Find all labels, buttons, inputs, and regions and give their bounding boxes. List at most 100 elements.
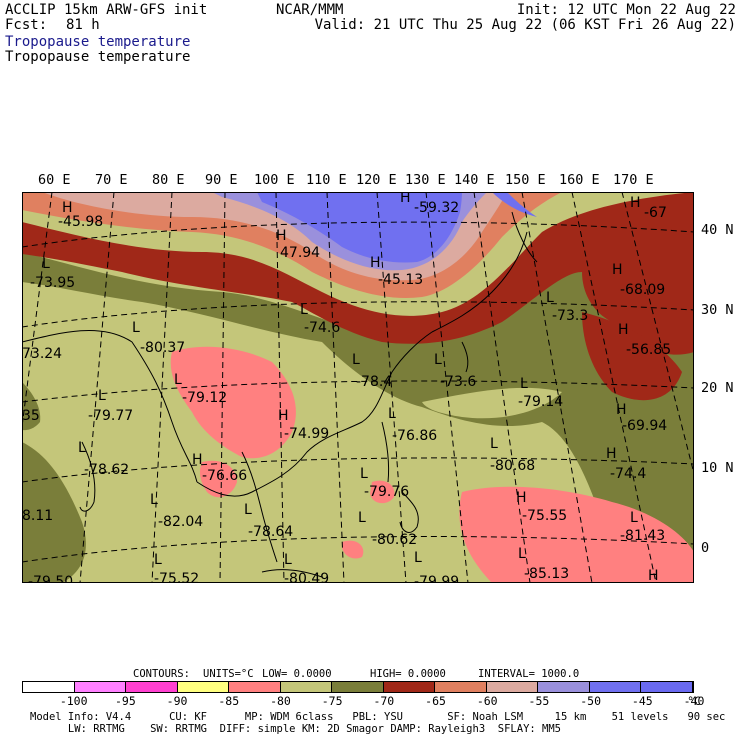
color-bar-swatch: [126, 682, 178, 692]
extremum-value: -82.04: [158, 514, 203, 530]
extremum-marker: L: [388, 406, 396, 422]
extremum-marker: H: [370, 255, 381, 271]
salmon-region: [459, 486, 694, 583]
dark-red-region: [22, 192, 694, 355]
extremum-marker: L: [520, 376, 528, 392]
color-bar-tick-label: -60: [476, 694, 498, 708]
extremum-marker: L: [490, 436, 498, 452]
forecast-hours: 81 h: [66, 17, 100, 33]
lat-label: 20 N: [701, 380, 734, 396]
tropopause-temperature-map: H -45.98 H -59.32 H -67 H 47.94 H -45.13…: [22, 192, 694, 583]
extremum-marker: L: [300, 302, 308, 318]
extremum-marker: L: [150, 492, 158, 508]
extremum-value: -79.14: [518, 394, 563, 410]
contours-low: LOW= 0.0000: [262, 668, 332, 680]
color-bar-tick-label: -65: [425, 694, 446, 708]
extremum-marker: H: [606, 446, 617, 462]
extremum-marker: L: [358, 510, 366, 526]
salmon-region: [341, 540, 364, 559]
lon-label: 60 E: [38, 172, 71, 188]
dark-olive-region: [22, 217, 694, 583]
blue-region: [257, 192, 462, 263]
extremum-marker: H: [516, 490, 527, 506]
lon-label: 70 E: [95, 172, 128, 188]
center-name: NCAR/MMM: [276, 2, 344, 18]
map-frame: [22, 192, 694, 583]
extremum-marker: L: [284, 552, 292, 568]
extremum-value: -85.13: [524, 566, 569, 582]
field-title-shaded: Tropopause temperature: [5, 34, 191, 50]
extremum-marker: H: [630, 195, 641, 211]
color-bar-tick-label: -40: [683, 694, 705, 708]
extremum-value: -79.12: [182, 390, 227, 406]
lon-label: 160 E: [559, 172, 600, 188]
lat-label: 40 N: [701, 222, 734, 238]
color-bar-swatch: [280, 682, 333, 692]
dark-olive-region: [22, 442, 86, 583]
extremum-value: -75.55: [522, 508, 567, 524]
color-bar-tick-label: -70: [373, 694, 395, 708]
extremum-marker: L: [434, 352, 442, 368]
extremum-value: 8.11: [22, 508, 53, 524]
extremum-value: -79.77: [88, 408, 133, 424]
extremum-value: -78.4: [356, 374, 392, 390]
salmon-region: [170, 346, 296, 459]
color-bar-swatch: [641, 682, 693, 692]
extremum-marker: H: [400, 192, 411, 206]
extrema-labels: H -45.98 H -59.32 H -67 H 47.94 H -45.13…: [22, 192, 671, 583]
extremum-value: -74.99: [284, 426, 329, 442]
extremum-value: -79.99: [414, 574, 459, 583]
lon-label: 120 E: [356, 172, 397, 188]
color-bar-swatch: [74, 682, 127, 692]
lon-label: 140 E: [454, 172, 495, 188]
lon-label: 80 E: [152, 172, 185, 188]
contours-interval: INTERVAL= 1000.0: [478, 668, 580, 680]
extremum-marker: L: [360, 466, 368, 482]
color-bar-tick-label: -100: [59, 694, 88, 708]
extremum-marker: H: [276, 228, 287, 244]
extremum-value: -45.98: [58, 214, 103, 230]
extremum-value: -78.64: [248, 524, 293, 540]
salmon-region: [199, 460, 237, 498]
extremum-value: -74.4: [610, 466, 646, 482]
model-title: ACCLIP 15km ARW-GFS init: [5, 2, 208, 18]
extremum-marker: L: [352, 352, 360, 368]
lon-label: 130 E: [405, 172, 446, 188]
extremum-value: -45.13: [378, 272, 423, 288]
color-bar: [22, 681, 694, 693]
extremum-value: 35: [22, 408, 40, 424]
extremum-marker: L: [630, 510, 638, 526]
extremum-value: -80.49: [284, 571, 329, 583]
lat-label: 10 N: [701, 460, 734, 476]
extremum-marker: H: [192, 452, 203, 468]
extremum-value: -59.32: [414, 200, 459, 216]
extremum-value: -74.6: [304, 320, 340, 336]
extremum-marker: H: [616, 402, 627, 418]
coastlines: [22, 211, 538, 578]
graticule: [22, 192, 694, 583]
color-bar-unit: °C: [687, 694, 701, 708]
extremum-marker: L: [546, 290, 554, 306]
extremum-marker: L: [154, 552, 162, 568]
extremum-value: -68.09: [620, 282, 665, 298]
color-bar-swatch: [486, 682, 539, 692]
extremum-marker: H: [618, 322, 629, 338]
extremum-value: -73.3: [552, 308, 588, 324]
contours-label: CONTOURS:: [133, 668, 190, 680]
color-bar-tick-label: -50: [580, 694, 601, 708]
extremum-value: 73.24: [22, 346, 62, 362]
dark-red-region: [582, 312, 682, 401]
color-bar-tick-label: -75: [321, 694, 343, 708]
color-bar-swatch: [435, 682, 487, 692]
extremum-value: -79.50: [28, 574, 73, 583]
extremum-marker: H: [62, 200, 73, 216]
color-bar-swatch: [177, 682, 230, 692]
model-info-line-1: Model Info: V4.4 CU: KF MP: WDM 6class P…: [30, 711, 726, 723]
extremum-marker: H: [278, 408, 289, 424]
extremum-value: -76.86: [392, 428, 437, 444]
extremum-value: -76.66: [202, 468, 247, 484]
extremum-value: -81.43: [620, 528, 665, 544]
extremum-marker: L: [78, 440, 86, 456]
lon-label: 100 E: [254, 172, 295, 188]
extremum-marker: L: [518, 546, 526, 562]
